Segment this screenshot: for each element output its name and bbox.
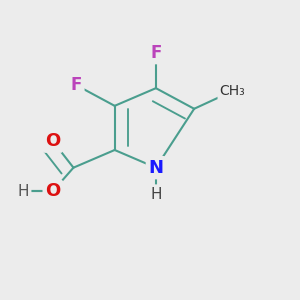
Text: O: O bbox=[45, 132, 61, 150]
Text: CH₃: CH₃ bbox=[220, 84, 245, 98]
Text: F: F bbox=[71, 76, 82, 94]
Text: H: H bbox=[18, 184, 29, 199]
Text: H: H bbox=[150, 187, 162, 202]
Text: O: O bbox=[45, 182, 61, 200]
Text: F: F bbox=[150, 44, 162, 62]
Text: N: N bbox=[148, 159, 164, 177]
